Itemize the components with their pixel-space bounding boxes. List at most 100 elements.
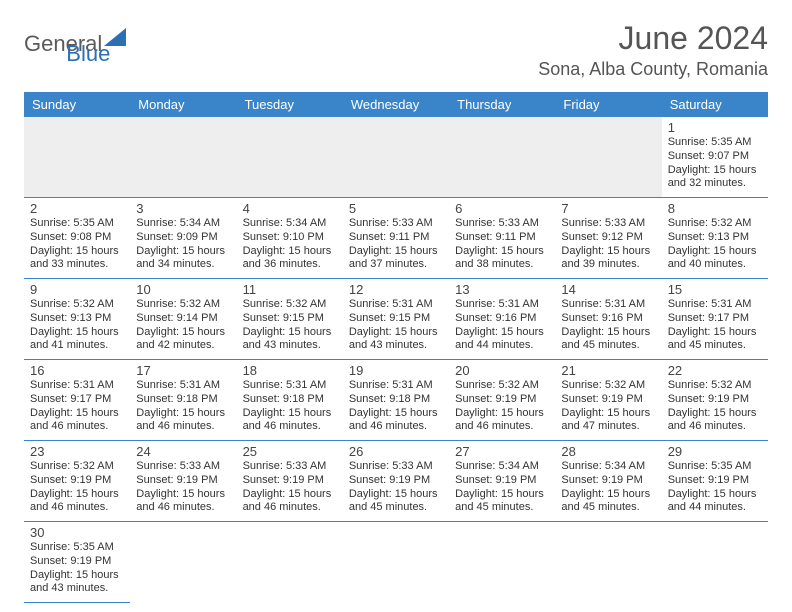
calendar-row: 9Sunrise: 5:32 AMSunset: 9:13 PMDaylight… [24,279,768,360]
calendar-table: SundayMondayTuesdayWednesdayThursdayFrid… [24,92,768,603]
day-cell: 11Sunrise: 5:32 AMSunset: 9:15 PMDayligh… [237,279,343,360]
day-cell: 17Sunrise: 5:31 AMSunset: 9:18 PMDayligh… [130,360,236,441]
day-cell: 28Sunrise: 5:34 AMSunset: 9:19 PMDayligh… [555,441,661,522]
empty-cell [662,522,768,603]
day-number: 26 [349,444,443,459]
calendar-row: 23Sunrise: 5:32 AMSunset: 9:19 PMDayligh… [24,441,768,522]
logo-text-blue: Blue [66,41,110,66]
day-info: Sunrise: 5:31 AMSunset: 9:17 PMDaylight:… [30,379,124,434]
calendar-row: 1Sunrise: 5:35 AMSunset: 9:07 PMDaylight… [24,117,768,198]
day-number: 6 [455,201,549,216]
calendar-row: 2Sunrise: 5:35 AMSunset: 9:08 PMDaylight… [24,198,768,279]
header: General Blue June 2024 Sona, Alba County… [24,20,768,80]
day-number: 30 [30,525,124,540]
month-title: June 2024 [538,20,768,57]
location-text: Sona, Alba County, Romania [538,59,768,80]
day-number: 25 [243,444,337,459]
day-cell: 7Sunrise: 5:33 AMSunset: 9:12 PMDaylight… [555,198,661,279]
logo: General Blue [24,28,174,59]
day-info: Sunrise: 5:32 AMSunset: 9:13 PMDaylight:… [668,217,762,272]
day-info: Sunrise: 5:35 AMSunset: 9:08 PMDaylight:… [30,217,124,272]
day-info: Sunrise: 5:31 AMSunset: 9:18 PMDaylight:… [349,379,443,434]
day-number: 19 [349,363,443,378]
day-number: 12 [349,282,443,297]
day-number: 15 [668,282,762,297]
day-cell: 26Sunrise: 5:33 AMSunset: 9:19 PMDayligh… [343,441,449,522]
day-info: Sunrise: 5:31 AMSunset: 9:16 PMDaylight:… [455,298,549,353]
weekday-header: Sunday [24,92,130,117]
day-info: Sunrise: 5:35 AMSunset: 9:19 PMDaylight:… [30,541,124,596]
day-info: Sunrise: 5:33 AMSunset: 9:11 PMDaylight:… [349,217,443,272]
day-cell: 5Sunrise: 5:33 AMSunset: 9:11 PMDaylight… [343,198,449,279]
day-cell: 16Sunrise: 5:31 AMSunset: 9:17 PMDayligh… [24,360,130,441]
day-cell: 13Sunrise: 5:31 AMSunset: 9:16 PMDayligh… [449,279,555,360]
day-number: 9 [30,282,124,297]
day-info: Sunrise: 5:34 AMSunset: 9:19 PMDaylight:… [561,460,655,515]
day-cell: 14Sunrise: 5:31 AMSunset: 9:16 PMDayligh… [555,279,661,360]
day-cell: 23Sunrise: 5:32 AMSunset: 9:19 PMDayligh… [24,441,130,522]
day-cell: 21Sunrise: 5:32 AMSunset: 9:19 PMDayligh… [555,360,661,441]
day-number: 10 [136,282,230,297]
empty-cell [343,522,449,603]
day-info: Sunrise: 5:31 AMSunset: 9:15 PMDaylight:… [349,298,443,353]
day-number: 7 [561,201,655,216]
day-cell: 18Sunrise: 5:31 AMSunset: 9:18 PMDayligh… [237,360,343,441]
empty-cell [130,522,236,603]
day-number: 13 [455,282,549,297]
weekday-header-row: SundayMondayTuesdayWednesdayThursdayFrid… [24,92,768,117]
day-number: 5 [349,201,443,216]
day-cell: 20Sunrise: 5:32 AMSunset: 9:19 PMDayligh… [449,360,555,441]
day-cell: 25Sunrise: 5:33 AMSunset: 9:19 PMDayligh… [237,441,343,522]
day-info: Sunrise: 5:32 AMSunset: 9:19 PMDaylight:… [561,379,655,434]
empty-cell [343,117,449,198]
day-number: 1 [668,120,762,135]
day-info: Sunrise: 5:32 AMSunset: 9:19 PMDaylight:… [30,460,124,515]
empty-cell [237,522,343,603]
day-info: Sunrise: 5:32 AMSunset: 9:15 PMDaylight:… [243,298,337,353]
day-number: 11 [243,282,337,297]
day-number: 14 [561,282,655,297]
empty-cell [449,522,555,603]
day-number: 20 [455,363,549,378]
day-info: Sunrise: 5:33 AMSunset: 9:19 PMDaylight:… [243,460,337,515]
day-number: 4 [243,201,337,216]
day-cell: 24Sunrise: 5:33 AMSunset: 9:19 PMDayligh… [130,441,236,522]
weekday-header: Thursday [449,92,555,117]
day-info: Sunrise: 5:32 AMSunset: 9:19 PMDaylight:… [455,379,549,434]
day-number: 8 [668,201,762,216]
day-cell: 4Sunrise: 5:34 AMSunset: 9:10 PMDaylight… [237,198,343,279]
day-cell: 22Sunrise: 5:32 AMSunset: 9:19 PMDayligh… [662,360,768,441]
empty-cell [555,522,661,603]
empty-cell [237,117,343,198]
day-info: Sunrise: 5:34 AMSunset: 9:19 PMDaylight:… [455,460,549,515]
empty-cell [449,117,555,198]
day-info: Sunrise: 5:32 AMSunset: 9:14 PMDaylight:… [136,298,230,353]
day-info: Sunrise: 5:35 AMSunset: 9:07 PMDaylight:… [668,136,762,191]
day-info: Sunrise: 5:31 AMSunset: 9:18 PMDaylight:… [243,379,337,434]
day-info: Sunrise: 5:34 AMSunset: 9:09 PMDaylight:… [136,217,230,272]
day-cell: 2Sunrise: 5:35 AMSunset: 9:08 PMDaylight… [24,198,130,279]
empty-cell [555,117,661,198]
day-cell: 8Sunrise: 5:32 AMSunset: 9:13 PMDaylight… [662,198,768,279]
day-number: 24 [136,444,230,459]
weekday-header: Tuesday [237,92,343,117]
day-number: 29 [668,444,762,459]
day-number: 17 [136,363,230,378]
title-block: June 2024 Sona, Alba County, Romania [538,20,768,80]
day-info: Sunrise: 5:35 AMSunset: 9:19 PMDaylight:… [668,460,762,515]
day-info: Sunrise: 5:31 AMSunset: 9:18 PMDaylight:… [136,379,230,434]
day-info: Sunrise: 5:33 AMSunset: 9:11 PMDaylight:… [455,217,549,272]
day-cell: 10Sunrise: 5:32 AMSunset: 9:14 PMDayligh… [130,279,236,360]
day-number: 22 [668,363,762,378]
day-cell: 15Sunrise: 5:31 AMSunset: 9:17 PMDayligh… [662,279,768,360]
day-cell: 3Sunrise: 5:34 AMSunset: 9:09 PMDaylight… [130,198,236,279]
day-cell: 29Sunrise: 5:35 AMSunset: 9:19 PMDayligh… [662,441,768,522]
day-info: Sunrise: 5:34 AMSunset: 9:10 PMDaylight:… [243,217,337,272]
empty-cell [24,117,130,198]
day-info: Sunrise: 5:33 AMSunset: 9:19 PMDaylight:… [349,460,443,515]
day-number: 28 [561,444,655,459]
day-number: 18 [243,363,337,378]
weekday-header: Saturday [662,92,768,117]
day-number: 23 [30,444,124,459]
weekday-header: Friday [555,92,661,117]
